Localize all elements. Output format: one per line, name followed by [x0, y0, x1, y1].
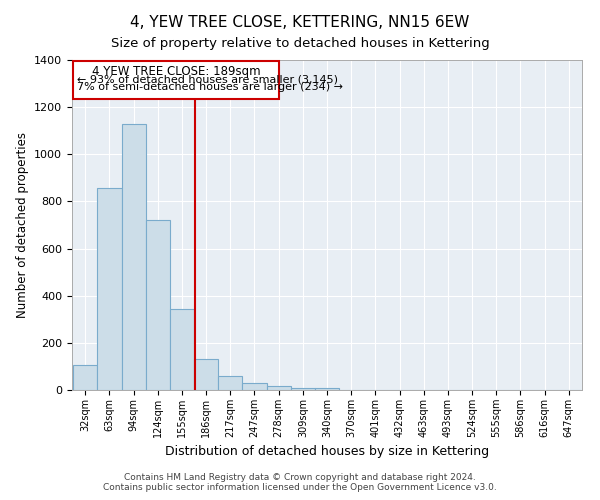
Bar: [291, 388, 315, 390]
Y-axis label: Number of detached properties: Number of detached properties: [16, 132, 29, 318]
Bar: [97, 188, 122, 390]
Text: ← 93% of detached houses are smaller (3,145): ← 93% of detached houses are smaller (3,…: [77, 74, 338, 84]
Text: 4 YEW TREE CLOSE: 189sqm: 4 YEW TREE CLOSE: 189sqm: [92, 66, 260, 78]
Bar: [315, 388, 339, 390]
X-axis label: Distribution of detached houses by size in Kettering: Distribution of detached houses by size …: [165, 446, 489, 458]
Bar: [170, 308, 194, 390]
Text: Size of property relative to detached houses in Kettering: Size of property relative to detached ho…: [110, 38, 490, 51]
Bar: [146, 220, 170, 390]
Text: Contains HM Land Registry data © Crown copyright and database right 2024.
Contai: Contains HM Land Registry data © Crown c…: [103, 473, 497, 492]
Bar: [242, 383, 266, 390]
Bar: [218, 376, 242, 390]
Text: 4, YEW TREE CLOSE, KETTERING, NN15 6EW: 4, YEW TREE CLOSE, KETTERING, NN15 6EW: [130, 15, 470, 30]
Bar: [73, 365, 97, 390]
Bar: [194, 360, 218, 390]
Bar: [266, 386, 291, 390]
Bar: [122, 124, 146, 390]
FancyBboxPatch shape: [73, 61, 278, 99]
Text: 7% of semi-detached houses are larger (234) →: 7% of semi-detached houses are larger (2…: [77, 82, 343, 92]
